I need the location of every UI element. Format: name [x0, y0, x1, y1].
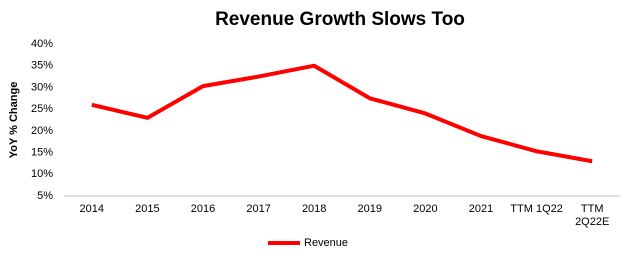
y-tick-label: 10%: [31, 168, 53, 180]
line: [91, 63, 593, 164]
x-tick-label: TTM 1Q22: [510, 203, 563, 215]
y-tick-label: 40%: [31, 38, 53, 50]
chart-title: Revenue Growth Slows Too: [215, 9, 465, 30]
x-tick-label: 2014: [79, 203, 105, 215]
y-tick-label: 30%: [31, 81, 53, 93]
x-tick-label: 2017: [246, 203, 271, 215]
x-tick-label: 2019: [357, 203, 383, 215]
y-tick-label: 25%: [31, 103, 53, 115]
x-tick-label: 2015: [135, 203, 160, 215]
x-tick-label: 2021: [468, 203, 494, 215]
x-tick-label: 2018: [301, 203, 327, 215]
y-axis-label: YoY % Change: [8, 82, 20, 159]
x-tick-label: 2020: [413, 203, 438, 215]
y-tick-label: 20%: [31, 125, 53, 137]
y-tick-label: 15%: [31, 146, 53, 158]
y-tick-label: 5%: [37, 190, 53, 202]
x-tick-label: TTM 2Q22E: [575, 203, 610, 228]
legend-label: Revenue: [304, 237, 348, 249]
x-tick-label: 2016: [190, 203, 216, 215]
y-tick-label: 35%: [31, 60, 53, 72]
